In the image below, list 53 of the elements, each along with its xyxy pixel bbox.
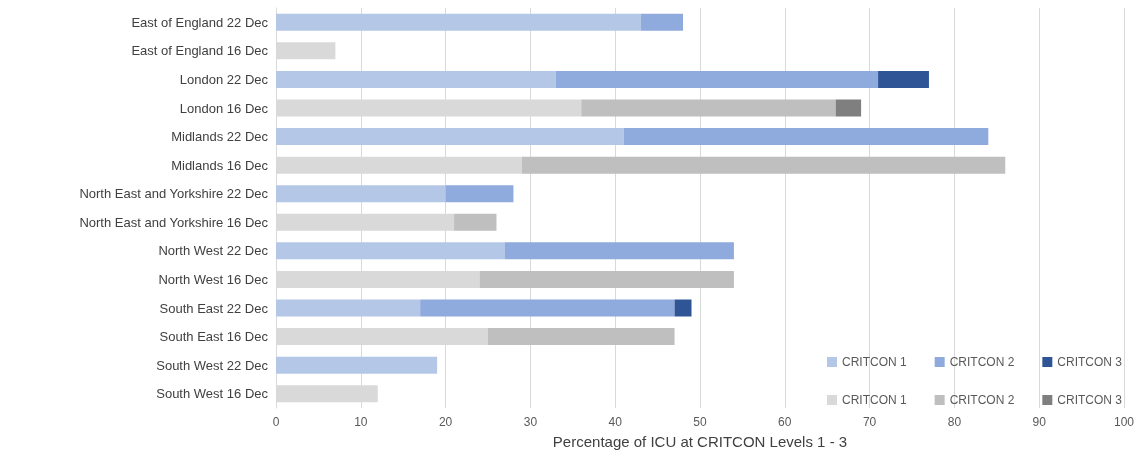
- bar: [555, 70, 879, 88]
- bar: [835, 99, 862, 117]
- y-tick-label: South West 16 Dec: [156, 386, 269, 402]
- y-tick-label: Midlands 22 Dec: [171, 129, 269, 145]
- y-tick-label: North East and Yorkshire 16 Dec: [79, 214, 269, 230]
- x-tick-label: 90: [1032, 415, 1047, 429]
- x-tick-label: 50: [693, 415, 707, 429]
- bar: [276, 242, 505, 260]
- y-tick-label: North East and Yorkshire 22 Dec: [79, 186, 269, 202]
- bar: [276, 299, 421, 317]
- y-tick-label: South East 16 Dec: [159, 329, 269, 345]
- bar: [479, 270, 734, 288]
- x-tick-label: 70: [862, 415, 877, 429]
- bar: [276, 356, 438, 374]
- y-tick-label: East of England 22 Dec: [131, 14, 269, 30]
- y-tick-label: London 16 Dec: [179, 100, 269, 116]
- legend-label: CRITCON 3: [1057, 393, 1123, 407]
- bar: [445, 185, 514, 203]
- legend-label: CRITCON 3: [1057, 355, 1123, 369]
- y-tick-label: London 22 Dec: [179, 71, 269, 87]
- x-axis-title: Percentage of ICU at CRITCON Levels 1 - 3: [552, 433, 848, 450]
- y-tick-label: East of England 16 Dec: [131, 43, 269, 59]
- y-tick-label: Midlands 16 Dec: [171, 157, 269, 173]
- bar: [581, 99, 836, 117]
- x-tick-label: 80: [947, 415, 962, 429]
- x-tick-label: 10: [354, 415, 368, 429]
- x-tick-label: 40: [608, 415, 623, 429]
- x-tick-label: 0: [272, 415, 280, 429]
- legend-label: CRITCON 1: [841, 355, 907, 369]
- bar: [878, 70, 929, 88]
- bar: [640, 13, 684, 31]
- bar: [276, 128, 624, 146]
- legend-label: CRITCON 2: [949, 355, 1015, 369]
- y-tick-label: North West 22 Dec: [158, 243, 269, 259]
- bar: [674, 299, 692, 317]
- bar: [276, 185, 446, 203]
- x-tick-label: 20: [438, 415, 453, 429]
- x-tick-label: 100: [1113, 415, 1135, 429]
- bar: [276, 13, 641, 31]
- x-tick-label: 60: [778, 415, 792, 429]
- y-tick-label: South East 22 Dec: [159, 300, 269, 316]
- bar: [276, 70, 556, 88]
- bar: [521, 156, 1006, 174]
- y-tick-label: North West 16 Dec: [158, 271, 269, 287]
- bar: [623, 128, 989, 146]
- legend-label: CRITCON 1: [841, 393, 907, 407]
- bar: [420, 299, 675, 317]
- legend-label: CRITCON 2: [949, 393, 1015, 407]
- bar: [454, 213, 497, 231]
- x-tick-label: 30: [523, 415, 538, 429]
- y-tick-label: South West 22 Dec: [156, 357, 269, 373]
- bar: [504, 242, 734, 260]
- bar: [488, 328, 675, 346]
